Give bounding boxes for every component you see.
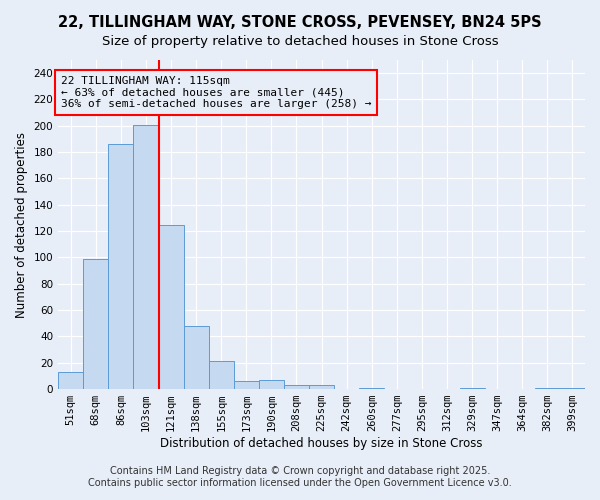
Text: 22, TILLINGHAM WAY, STONE CROSS, PEVENSEY, BN24 5PS: 22, TILLINGHAM WAY, STONE CROSS, PEVENSE… (58, 15, 542, 30)
Bar (234, 381, 259, 389)
Bar (309, 385, 334, 389)
Bar (284, 385, 309, 389)
Bar (535, 388, 560, 389)
X-axis label: Distribution of detached houses by size in Stone Cross: Distribution of detached houses by size … (160, 437, 483, 450)
Bar (359, 388, 385, 389)
Bar (184, 326, 209, 389)
Text: Size of property relative to detached houses in Stone Cross: Size of property relative to detached ho… (101, 35, 499, 48)
Y-axis label: Number of detached properties: Number of detached properties (15, 132, 28, 318)
Bar (259, 380, 284, 389)
Bar (58, 372, 83, 389)
Bar (133, 124, 158, 389)
Bar (560, 388, 585, 389)
Text: 22 TILLINGHAM WAY: 115sqm
← 63% of detached houses are smaller (445)
36% of semi: 22 TILLINGHAM WAY: 115sqm ← 63% of detac… (61, 76, 371, 109)
Bar (109, 144, 133, 389)
Bar (158, 224, 184, 389)
Bar (209, 362, 234, 389)
Text: Contains HM Land Registry data © Crown copyright and database right 2025.
Contai: Contains HM Land Registry data © Crown c… (88, 466, 512, 487)
Bar (460, 388, 485, 389)
Bar (83, 259, 109, 389)
